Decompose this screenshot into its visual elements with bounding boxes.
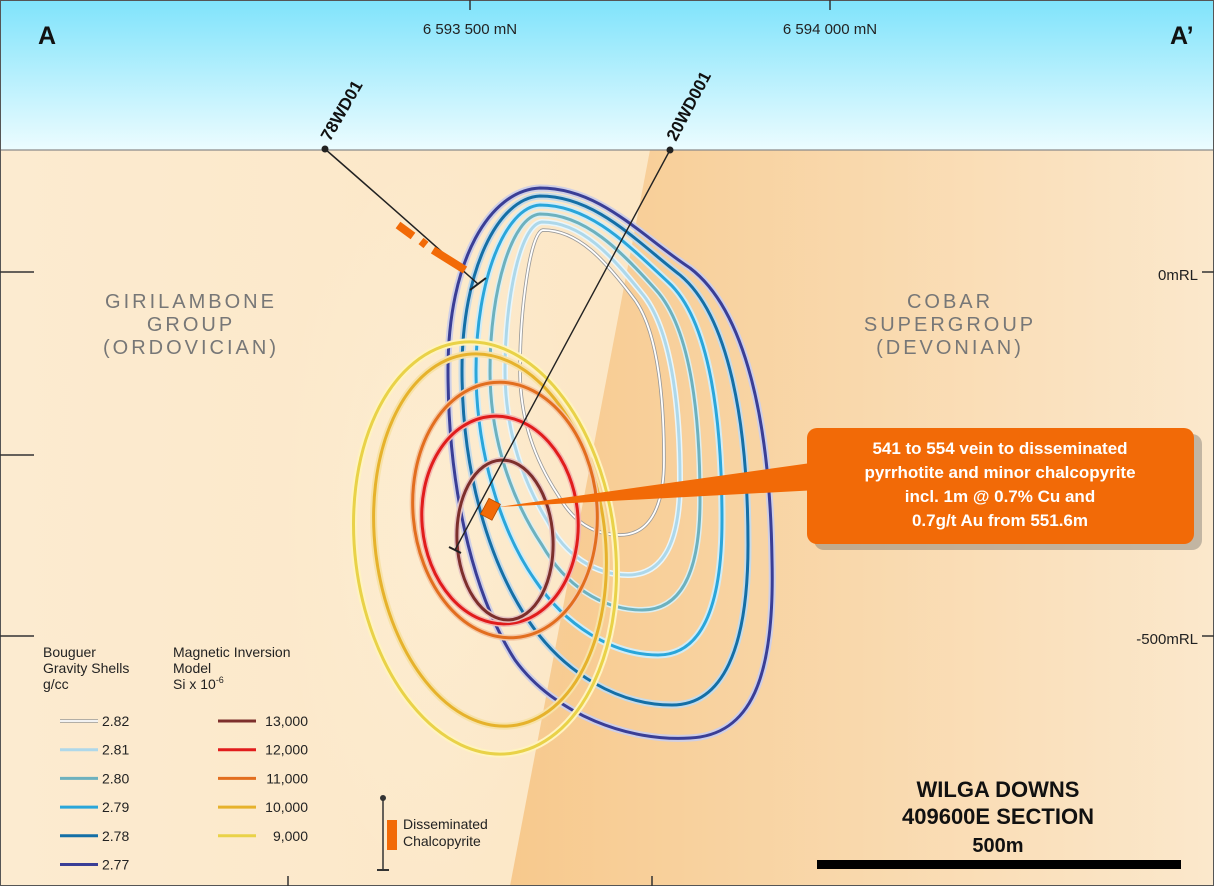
callout-line-4: 0.7g/t Au from 551.6m: [912, 511, 1088, 530]
legend-gravity-item: 2.82: [60, 713, 129, 729]
legend-chalcopyrite-swatch: [387, 820, 397, 850]
intercept-3: [430, 246, 468, 274]
shell-2-78: [460, 194, 750, 707]
scale-bar-label: 500m: [972, 835, 1023, 857]
legend-magnetic-title-2: Model: [173, 660, 211, 676]
legend-gravity-label: 2.82: [102, 713, 129, 729]
legend-magnetic-item: 13,000: [218, 713, 308, 729]
title-line-2: 409600E SECTION: [902, 804, 1094, 829]
legend-mineral-line-2: Chalcopyrite: [403, 833, 481, 849]
light-band: [280, 150, 580, 886]
girilambone-label: GIRILAMBONE GROUP (ORDOVICIAN): [103, 291, 279, 359]
legend-magnetic-item: 11,000: [218, 770, 308, 786]
west-unit-line-1: GIRILAMBONE: [105, 291, 277, 313]
drillhole-78wd01-end: [469, 277, 487, 291]
title-block: WILGA DOWNS 409600E SECTION 500m: [817, 777, 1181, 869]
legend-magnetic-label: 11,000: [266, 770, 308, 786]
legend-magnetic-title-1: Magnetic Inversion: [173, 644, 291, 660]
title-line-1: WILGA DOWNS: [917, 777, 1080, 802]
shell-2-81: [503, 220, 682, 577]
intercept-2: [418, 237, 429, 249]
sky-band: [0, 0, 1214, 150]
mag-9000: [352, 340, 618, 756]
magnetic-shells: [350, 338, 620, 758]
scale-bar: [817, 860, 1181, 869]
mag-12000: [420, 414, 580, 626]
legend-gravity-item: 2.79: [60, 799, 129, 815]
callout-pointer: [498, 462, 818, 507]
legend-gravity-item: 2.80: [60, 770, 129, 786]
west-unit-line-2: GROUP: [147, 314, 235, 336]
intercept-1: [395, 221, 416, 240]
shell-2-77: [446, 186, 774, 740]
legend-gravity: Bouguer Gravity Shells g/cc 2.82 2.81 2.80…: [43, 644, 129, 873]
northing-label-1: 6 593 500 mN: [423, 21, 517, 38]
legend-magnetic-label: 10,000: [265, 799, 308, 815]
east-unit-line-3: (DEVONIAN): [876, 337, 1024, 359]
intercept-541-554: [479, 497, 501, 521]
callout-line-2: pyrrhotite and minor chalcopyrite: [864, 463, 1135, 482]
legend-gravity-title-1: Bouguer: [43, 644, 96, 660]
corner-label-a: A: [38, 22, 56, 50]
legend-mineral: Disseminated Chalcopyrite: [377, 795, 488, 871]
legend-gravity-units: g/cc: [43, 676, 69, 692]
legend-gravity-item: 2.78: [60, 828, 129, 844]
elevation-label-0: 0mRL: [1158, 267, 1198, 284]
legend-magnetic-item: 12,000: [218, 742, 308, 758]
corner-label-a-prime: A’: [1170, 22, 1194, 50]
elevation-label-500: -500mRL: [1136, 631, 1198, 648]
mag-11000: [411, 380, 599, 640]
chalcopyrite-intercepts-78wd01: [395, 221, 468, 274]
legend-gravity-item: 2.77: [60, 857, 129, 873]
legend-magnetic-label: 13,000: [265, 713, 308, 729]
cobar-label: COBAR SUPERGROUP (DEVONIAN): [864, 291, 1036, 359]
legend-magnetic-item: 9,000: [218, 828, 308, 844]
legend-magnetic-item: 10,000: [218, 799, 308, 815]
west-unit-line-3: (ORDOVICIAN): [103, 337, 279, 359]
callout-text: 541 to 554 vein to disseminated pyrrhoti…: [864, 439, 1135, 530]
intercept-callout: 541 to 554 vein to disseminated pyrrhoti…: [498, 428, 1202, 550]
drillhole-20wd001-collar: [666, 146, 674, 154]
legend-gravity-item: 2.81: [60, 742, 129, 758]
east-unit-line-2: SUPERGROUP: [864, 314, 1036, 336]
legend-magnetic-units-exp: -6: [216, 675, 224, 685]
callout-box: [807, 428, 1194, 544]
legend-gravity-label: 2.81: [102, 742, 129, 758]
shell-2-80: [488, 212, 702, 612]
legend-gravity-label: 2.78: [102, 828, 129, 844]
legend-drill-collar: [380, 795, 386, 801]
legend-magnetic-label: 9,000: [273, 828, 308, 844]
legend-gravity-label: 2.77: [102, 857, 129, 873]
legend-gravity-label: 2.79: [102, 799, 129, 815]
callout-line-1: 541 to 554 vein to disseminated: [872, 439, 1127, 458]
shell-2-79: [474, 203, 724, 657]
legend-magnetic: Magnetic Inversion Model Si x 10-6 13,00…: [173, 644, 308, 844]
drillhole-20wd001-trace: [454, 149, 671, 551]
mag-13000: [455, 458, 555, 622]
mag-10000: [372, 352, 608, 728]
legend-mineral-line-1: Disseminated: [403, 816, 488, 832]
legend-magnetic-units: Si x 10-6: [173, 675, 224, 692]
callout-line-3: incl. 1m @ 0.7% Cu and: [905, 487, 1095, 506]
northing-label-2: 6 594 000 mN: [783, 21, 877, 38]
east-unit-line-1: COBAR: [907, 291, 993, 313]
legend-magnetic-label: 12,000: [265, 742, 308, 758]
legend-gravity-title-2: Gravity Shells: [43, 660, 129, 676]
drillhole-20wd001-end: [448, 546, 462, 554]
legend-gravity-label: 2.80: [102, 770, 129, 786]
drillhole-78wd01-collar: [321, 145, 329, 153]
legend-magnetic-units-base: Si x 10: [173, 676, 216, 692]
